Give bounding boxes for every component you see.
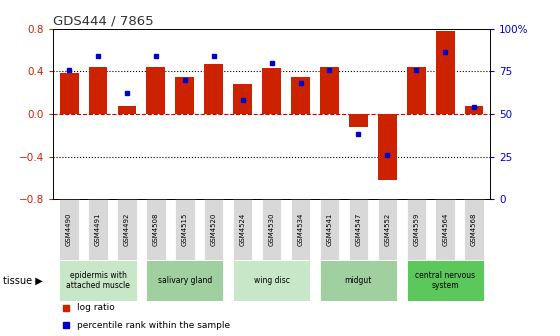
Text: GSM4541: GSM4541 xyxy=(326,213,333,246)
Bar xyxy=(320,67,339,114)
Text: GSM4564: GSM4564 xyxy=(442,213,448,246)
Bar xyxy=(233,199,253,260)
Text: salivary gland: salivary gland xyxy=(158,276,212,285)
Text: GSM4492: GSM4492 xyxy=(124,213,130,246)
Text: GSM4530: GSM4530 xyxy=(269,213,274,247)
Bar xyxy=(378,114,396,180)
Text: GSM4559: GSM4559 xyxy=(413,213,419,246)
Text: GSM4508: GSM4508 xyxy=(153,213,159,247)
Bar xyxy=(88,199,108,260)
Bar xyxy=(146,199,166,260)
Bar xyxy=(291,77,310,114)
Text: wing disc: wing disc xyxy=(254,276,290,285)
Text: GSM4520: GSM4520 xyxy=(211,213,217,246)
Text: GDS444 / 7865: GDS444 / 7865 xyxy=(53,14,154,28)
Bar xyxy=(175,77,194,114)
Text: GSM4490: GSM4490 xyxy=(66,213,72,247)
Bar xyxy=(59,260,137,301)
Bar xyxy=(146,260,223,301)
Bar xyxy=(464,199,484,260)
Bar xyxy=(436,31,455,114)
Bar xyxy=(436,199,455,260)
Text: GSM4524: GSM4524 xyxy=(240,213,246,246)
Bar xyxy=(60,73,78,114)
Text: GSM4491: GSM4491 xyxy=(95,213,101,247)
Bar xyxy=(262,68,281,114)
Bar xyxy=(118,107,137,114)
Text: central nervous
system: central nervous system xyxy=(415,271,475,290)
Text: GSM4568: GSM4568 xyxy=(471,213,477,247)
Bar xyxy=(233,260,310,301)
Text: GSM4547: GSM4547 xyxy=(356,213,361,246)
Bar xyxy=(175,199,194,260)
Bar xyxy=(59,199,79,260)
Text: log ratio: log ratio xyxy=(77,303,115,312)
Bar xyxy=(291,199,310,260)
Bar xyxy=(204,64,223,114)
Text: epidermis with
attached muscle: epidermis with attached muscle xyxy=(66,271,130,290)
Bar xyxy=(320,199,339,260)
Text: midgut: midgut xyxy=(345,276,372,285)
Text: GSM4534: GSM4534 xyxy=(297,213,304,246)
Bar xyxy=(407,260,484,301)
Bar xyxy=(262,199,281,260)
Bar xyxy=(377,199,397,260)
Bar xyxy=(117,199,137,260)
Text: GSM4552: GSM4552 xyxy=(384,213,390,246)
Bar xyxy=(349,114,368,127)
Bar xyxy=(320,260,397,301)
Text: percentile rank within the sample: percentile rank within the sample xyxy=(77,321,230,330)
Bar xyxy=(349,199,368,260)
Bar xyxy=(234,84,252,114)
Bar xyxy=(204,199,223,260)
Bar xyxy=(88,67,108,114)
Bar xyxy=(407,199,426,260)
Bar xyxy=(465,107,483,114)
Text: tissue ▶: tissue ▶ xyxy=(3,276,43,286)
Bar xyxy=(407,67,426,114)
Bar xyxy=(147,67,165,114)
Text: GSM4515: GSM4515 xyxy=(182,213,188,246)
